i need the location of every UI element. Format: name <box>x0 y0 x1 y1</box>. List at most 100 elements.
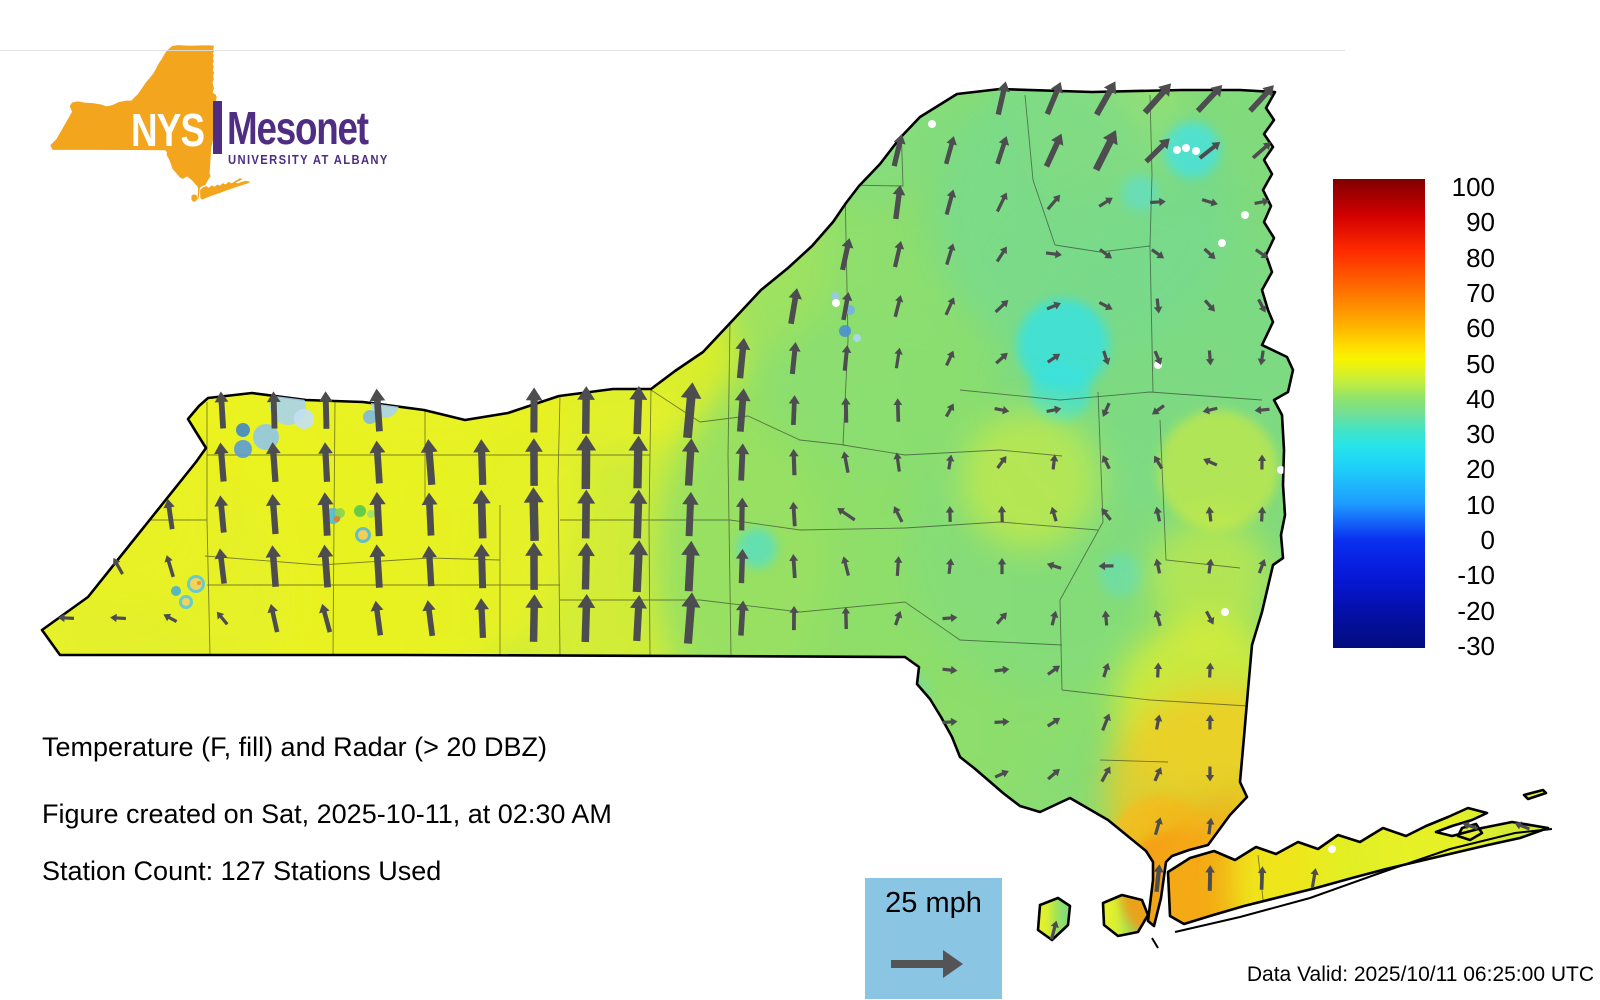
wind-arrow <box>789 605 799 631</box>
wind-arrow <box>1205 662 1215 678</box>
wind-arrow <box>577 386 595 434</box>
county-boundary <box>904 601 1063 646</box>
wind-arrow <box>1206 817 1215 835</box>
wind-arrow <box>1257 350 1266 366</box>
wind-arrow <box>265 442 281 483</box>
wind-arrow <box>1101 610 1111 626</box>
wind-arrow <box>735 443 750 481</box>
wind-arrow <box>1046 665 1061 676</box>
wind-arrow <box>893 398 903 422</box>
wind-arrow <box>214 495 229 533</box>
county-boundary <box>1099 759 1169 763</box>
county-boundary <box>1054 244 1151 253</box>
wind-arrow <box>1100 766 1111 783</box>
barrier-island-outline <box>1151 937 1159 949</box>
wind-arrow <box>841 397 851 423</box>
radar-echo <box>354 505 366 517</box>
radar-echo <box>197 581 201 585</box>
wind-arrow <box>369 440 386 484</box>
station-dot <box>1221 608 1229 616</box>
wind-arrow <box>317 544 334 588</box>
wind-arrow <box>995 352 1008 365</box>
colorbar-tick-label: 80 <box>1466 242 1495 273</box>
wind-arrow <box>523 487 544 541</box>
wind-arrow <box>682 491 699 537</box>
wind-arrow <box>1195 84 1223 113</box>
wind-arrow <box>944 189 957 216</box>
radar-echo <box>335 508 345 518</box>
wind-arrow <box>58 613 75 623</box>
wind-arrow <box>1144 138 1170 164</box>
logo-subtitle: UNIVERSITY AT ALBANY <box>228 153 389 167</box>
wind-arrow <box>995 136 1010 165</box>
barrier-island-outline <box>1174 828 1553 933</box>
wind-arrow <box>788 448 799 476</box>
wind-arrow <box>1153 610 1162 627</box>
figure-top-border <box>0 50 1345 51</box>
wind-arrow <box>1043 133 1064 168</box>
wind-arrow <box>1257 866 1267 890</box>
state-outline <box>1101 893 1150 938</box>
wind-arrow <box>893 452 902 472</box>
wind-arrow <box>1257 506 1267 522</box>
wind-arrow <box>1202 406 1218 415</box>
temperature-colorbar <box>1333 179 1425 648</box>
wind-arrow <box>628 435 649 489</box>
wind-arrow <box>996 455 1007 469</box>
wind-arrow-field <box>58 81 1531 940</box>
wind-arrow <box>734 388 751 432</box>
radar-echo <box>839 325 851 337</box>
wind-arrow <box>1101 713 1111 732</box>
wind-scale-arrow-icon <box>891 960 943 968</box>
wind-arrow <box>892 185 906 220</box>
wind-arrow <box>577 542 595 590</box>
wind-arrow <box>1153 662 1163 678</box>
wind-arrow <box>1153 767 1163 782</box>
county-boundary <box>1149 245 1154 393</box>
wind-arrow <box>1092 130 1118 172</box>
colorbar-tick-label: 60 <box>1466 313 1495 344</box>
data-valid-timestamp: Data Valid: 2025/10/11 06:25:00 UTC <box>1246 963 1594 986</box>
wind-arrow <box>942 613 958 623</box>
wind-arrow <box>841 556 851 576</box>
wind-arrow <box>944 297 956 316</box>
wind-arrow <box>1094 81 1117 117</box>
wind-arrow <box>1153 298 1163 314</box>
wind-arrow <box>1198 141 1221 160</box>
radar-echo <box>853 334 861 342</box>
wind-arrow <box>369 544 386 588</box>
state-outline <box>1166 806 1550 926</box>
station-dot <box>1173 146 1181 154</box>
wind-arrow <box>1098 197 1113 208</box>
wind-arrow <box>1203 299 1215 312</box>
wind-arrow <box>994 769 1009 779</box>
wind-arrow <box>318 442 333 482</box>
wind-arrow <box>1254 248 1269 259</box>
wind-scale-arrowhead-icon <box>943 950 963 978</box>
wind-scale-legend: 25 mph <box>865 878 1002 999</box>
wind-arrow <box>1046 717 1061 728</box>
wind-arrow <box>1098 561 1114 571</box>
wind-arrow <box>1046 561 1062 570</box>
wind-arrow <box>1101 402 1111 417</box>
wind-arrow <box>681 438 700 486</box>
wind-arrow <box>1514 821 1531 831</box>
wind-arrow <box>1205 350 1215 366</box>
wind-arrow <box>841 451 850 473</box>
wind-arrow <box>1257 558 1267 574</box>
wind-arrow <box>789 501 799 527</box>
station-dot <box>1192 147 1200 155</box>
wind-arrow <box>1150 197 1166 207</box>
wind-arrow <box>994 665 1010 675</box>
colorbar-tick-label: 100 <box>1451 172 1495 202</box>
wind-arrow <box>525 387 543 433</box>
wind-arrow <box>110 613 127 623</box>
wind-arrow <box>525 594 544 642</box>
wind-arrow <box>628 540 649 593</box>
wind-arrow <box>267 603 280 633</box>
station-dot <box>1182 144 1190 152</box>
logo-ny-state-icon <box>50 45 251 202</box>
wind-arrow <box>1045 250 1062 259</box>
wind-arrow <box>214 391 229 429</box>
wind-arrow <box>1049 454 1059 470</box>
